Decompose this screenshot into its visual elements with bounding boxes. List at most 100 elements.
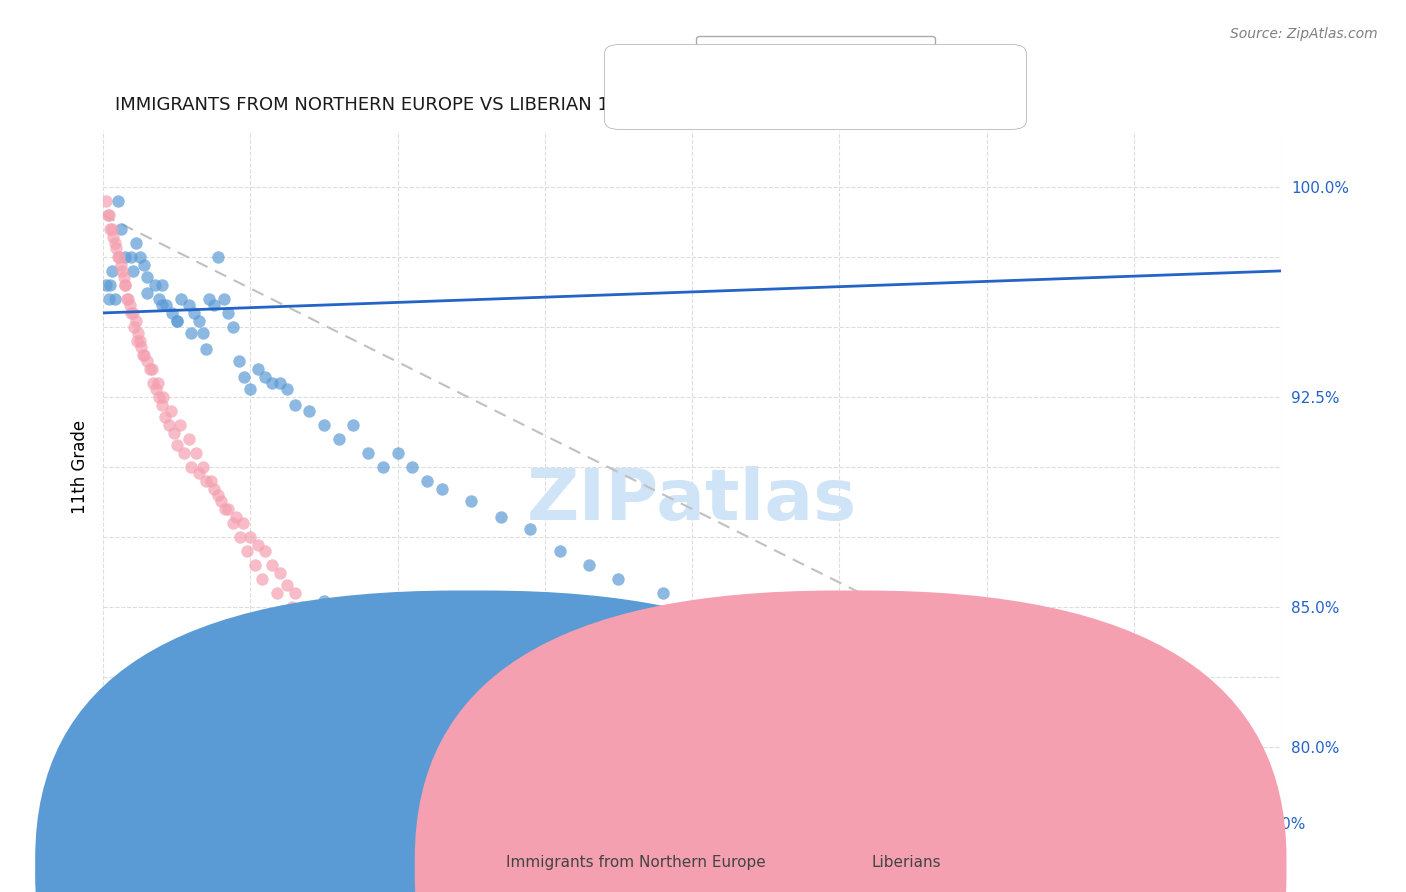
Point (94, 194, 117, 208)
Point (276, 382, 298, 396)
Point (217, 306, 239, 320)
Point (283, 398, 305, 412)
Point (143, 277, 166, 292)
Text: 0.0%: 0.0% (84, 817, 122, 832)
Point (183, 306, 205, 320)
Point (246, 538, 269, 552)
Point (100, 222, 122, 236)
Point (108, 250, 131, 264)
Point (291, 600, 314, 615)
Point (195, 474, 218, 488)
Point (173, 446, 195, 460)
Point (312, 623, 335, 637)
Point (134, 258, 156, 272)
Point (276, 577, 298, 591)
Point (120, 250, 142, 264)
Point (371, 460, 394, 475)
Point (236, 544, 259, 558)
Point (246, 362, 269, 376)
Point (325, 768, 347, 782)
Point (233, 370, 256, 384)
Point (136, 286, 159, 301)
Point (118, 297, 141, 311)
Point (166, 437, 188, 451)
Point (148, 390, 170, 404)
Point (309, 628, 332, 642)
Point (129, 334, 152, 348)
Point (150, 398, 173, 412)
Point (607, 572, 630, 586)
Point (740, 614, 762, 628)
Point (239, 530, 262, 544)
Point (114, 250, 136, 264)
Point (101, 222, 124, 236)
Point (262, 558, 284, 572)
Point (96, 208, 118, 222)
Point (666, 623, 689, 637)
Point (328, 432, 350, 446)
Point (298, 404, 321, 418)
Point (228, 353, 250, 368)
Y-axis label: 11th Grade: 11th Grade (72, 420, 89, 514)
Point (170, 292, 193, 306)
Point (111, 264, 134, 278)
Point (180, 326, 202, 340)
Point (136, 269, 159, 284)
Point (150, 297, 173, 311)
Point (202, 297, 225, 311)
Point (298, 606, 321, 620)
Point (100, 277, 122, 292)
Point (121, 264, 143, 278)
Point (342, 417, 364, 432)
Point (250, 572, 273, 586)
Point (141, 362, 163, 376)
Point (139, 362, 162, 376)
Point (110, 258, 132, 272)
Point (214, 502, 236, 516)
Point (163, 426, 186, 441)
Point (115, 292, 138, 306)
Text: Immigrants from Northern Europe: Immigrants from Northern Europe (506, 855, 766, 870)
Point (177, 432, 200, 446)
Point (209, 493, 232, 508)
Point (269, 376, 291, 390)
Point (696, 600, 718, 615)
Point (152, 390, 174, 404)
Point (101, 264, 124, 278)
Point (124, 314, 146, 328)
Point (114, 277, 136, 292)
Point (169, 417, 191, 432)
Point (166, 314, 188, 328)
Text: Source: ZipAtlas.com: Source: ZipAtlas.com (1230, 27, 1378, 41)
Point (872, 633, 894, 648)
Point (312, 417, 335, 432)
Point (207, 250, 229, 264)
Text: 80.0%: 80.0% (1257, 817, 1305, 832)
Point (105, 242, 128, 256)
Point (1197, 796, 1219, 810)
Point (103, 230, 125, 244)
Point (225, 510, 247, 524)
Point (131, 339, 153, 353)
Point (212, 292, 235, 306)
Point (401, 460, 423, 475)
Point (107, 194, 129, 208)
Point (148, 292, 170, 306)
Point (519, 522, 541, 536)
Point (155, 297, 177, 311)
Point (146, 376, 169, 390)
Point (110, 222, 132, 236)
Point (198, 292, 221, 306)
Point (578, 558, 600, 572)
Point (489, 510, 512, 524)
Text: ZIPatlas: ZIPatlas (527, 467, 858, 535)
Point (184, 446, 207, 460)
Point (107, 250, 129, 264)
Text: Liberians: Liberians (872, 855, 942, 870)
Point (312, 594, 335, 608)
Point (254, 370, 277, 384)
Point (187, 466, 209, 480)
Point (122, 320, 145, 334)
Point (254, 544, 277, 558)
Text: IMMIGRANTS FROM NORTHERN EUROPE VS LIBERIAN 11TH GRADE CORRELATION CHART: IMMIGRANTS FROM NORTHERN EUROPE VS LIBER… (115, 96, 914, 114)
